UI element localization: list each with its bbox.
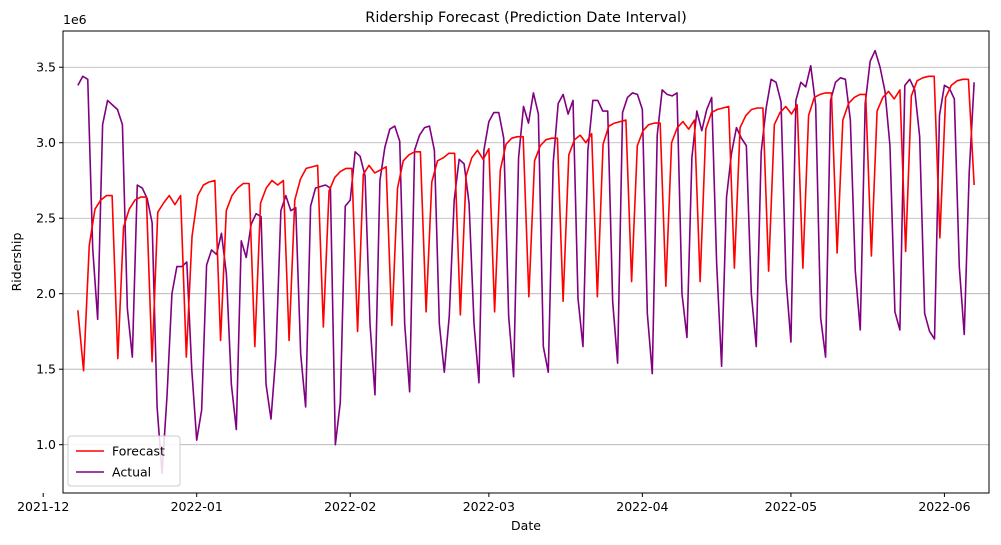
x-tick-label: 2021-12 — [17, 499, 69, 514]
x-tick-label: 2022-01 — [171, 499, 223, 514]
gridlines — [63, 66, 989, 446]
y-tick-label: 3.5 — [36, 60, 56, 75]
x-tick-label: 2022-03 — [463, 499, 515, 514]
y-tick-label: 1.0 — [36, 437, 56, 452]
y-axis-label: Ridership — [9, 233, 24, 292]
legend-label-forecast: Forecast — [112, 444, 165, 459]
y-tick-label: 2.0 — [36, 286, 56, 301]
x-tick-label: 2022-02 — [324, 499, 376, 514]
y-tick-label: 1.5 — [36, 362, 56, 377]
x-tick-label: 2022-06 — [918, 499, 970, 514]
series-line-actual — [77, 49, 975, 475]
y-offset-label: 1e6 — [63, 12, 87, 27]
y-axis: 1.0 1.5 2.0 2.5 3.0 3.5 — [36, 60, 63, 452]
x-tick-label: 2022-05 — [765, 499, 817, 514]
series-line-forecast — [77, 75, 975, 372]
legend: Forecast Actual — [67, 435, 181, 487]
series-layer — [77, 49, 975, 475]
y-tick-label: 3.0 — [36, 135, 56, 150]
legend-box — [67, 435, 181, 487]
y-tick-label: 2.5 — [36, 211, 56, 226]
x-tick-label: 2022-04 — [616, 499, 668, 514]
legend-label-actual: Actual — [112, 465, 151, 480]
x-axis: 2021-12 2022-01 2022-02 2022-03 2022-04 2022-… — [17, 493, 971, 514]
chart-title: Ridership Forecast (Prediction Date Inte… — [365, 10, 687, 26]
plot-frame — [62, 30, 990, 494]
x-axis-label: Date — [511, 518, 541, 533]
